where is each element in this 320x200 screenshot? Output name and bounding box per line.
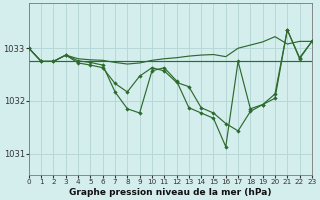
- X-axis label: Graphe pression niveau de la mer (hPa): Graphe pression niveau de la mer (hPa): [69, 188, 272, 197]
